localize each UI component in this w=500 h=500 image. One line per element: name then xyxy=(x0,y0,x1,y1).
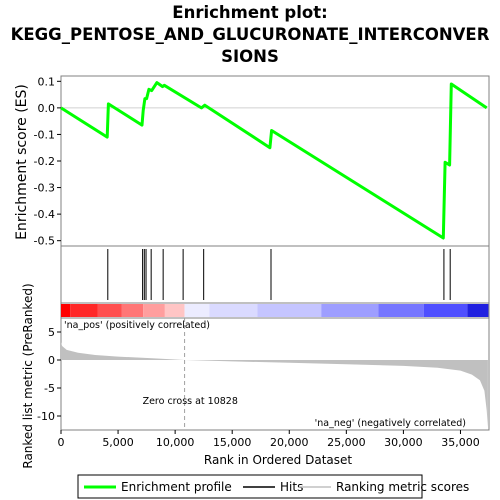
es-y-tick-label: -0.1 xyxy=(34,128,55,141)
colorbar-segment xyxy=(378,304,424,317)
metric-y-tick-label: 5 xyxy=(48,326,55,339)
enrichment-profile-line xyxy=(60,81,488,240)
neg-correlated-label: 'na_neg' (negatively correlated) xyxy=(315,418,466,429)
colorbar-segment xyxy=(184,304,210,317)
metric-x-tick-label: 30,000 xyxy=(384,436,423,449)
colorbar-panel xyxy=(60,302,490,319)
metric-y-axis-title: Ranked list metric (PreRanked) xyxy=(21,283,35,468)
metric-y-tick-label: 0 xyxy=(48,354,55,367)
es-y-tick-label: -0.3 xyxy=(34,182,55,195)
es-panel-frame xyxy=(60,75,490,247)
es-y-tick-label: 0.0 xyxy=(38,102,56,115)
metric-x-tick-label: 0 xyxy=(58,436,65,449)
metric-y-ticks: 5 0 -5 -10 xyxy=(37,326,61,423)
metric-x-axis-title: Rank in Ordered Dataset xyxy=(204,453,352,467)
legend: Enrichment profile Hits Ranking metric s… xyxy=(77,474,469,499)
metric-x-tick-label: 25,000 xyxy=(327,436,366,449)
colorbar-segment xyxy=(97,304,122,317)
metric-x-ticks: 0 5,000 10,000 15,000 20,000 25,000 30,000 35,0… xyxy=(58,430,480,449)
es-y-tick-label: 0.1 xyxy=(38,75,56,88)
plot-title-line-3: SIONS xyxy=(221,47,279,66)
metric-x-tick-label: 5,000 xyxy=(102,436,134,449)
metric-panel: 5 0 -5 -10 0 5,000 10,000 15,000 20,000 25,000 30… xyxy=(21,283,490,469)
hits-panel-frame xyxy=(60,245,490,304)
plot-title-line-1: Enrichment plot: xyxy=(172,3,328,22)
legend-label-ranking-metric-scores: Ranking metric scores xyxy=(336,480,469,494)
es-panel: 0.1 0.0 -0.1 -0.2 -0.3 -0.4 -0.5 Enrichment sc… xyxy=(14,75,490,248)
metric-x-tick-label: 20,000 xyxy=(270,436,309,449)
colorbar-segment xyxy=(423,304,468,317)
plot-title-line-2: KEGG_PENTOSE_AND_GLUCURONATE_INTERCONVER xyxy=(10,25,490,44)
colorbar-segment xyxy=(321,304,379,317)
colorbar-segment xyxy=(61,304,71,317)
es-y-tick-label: -0.4 xyxy=(34,208,55,221)
colorbar-segments xyxy=(61,304,489,317)
es-y-axis-title: Enrichment score (ES) xyxy=(14,84,30,240)
metric-panel-frame xyxy=(60,317,490,431)
zero-cross-label: Zero cross at 10828 xyxy=(143,396,238,407)
es-y-tick-label: -0.5 xyxy=(34,235,55,248)
colorbar-segment xyxy=(209,304,258,317)
metric-x-tick-label: 35,000 xyxy=(441,436,480,449)
legend-label-hits: Hits xyxy=(280,480,303,494)
colorbar-segment xyxy=(164,304,185,317)
metric-y-tick-label: -10 xyxy=(37,410,55,423)
colorbar-segment xyxy=(70,304,98,317)
metric-x-tick-label: 15,000 xyxy=(213,436,252,449)
legend-label-enrichment-profile: Enrichment profile xyxy=(121,480,232,494)
plot-title: Enrichment plot: KEGG_PENTOSE_AND_GLUCUR… xyxy=(0,2,500,68)
colorbar-segment xyxy=(467,304,489,317)
es-y-tick-label: -0.2 xyxy=(34,155,55,168)
hit-lines xyxy=(107,249,451,300)
colorbar-segment xyxy=(121,304,144,317)
hits-panel xyxy=(60,245,490,304)
ranking-metric-area xyxy=(61,342,488,428)
pos-correlated-label: 'na_pos' (positively correlated) xyxy=(64,320,210,331)
colorbar-segment xyxy=(257,304,322,317)
metric-x-tick-label: 10,000 xyxy=(156,436,195,449)
metric-y-tick-label: -5 xyxy=(44,382,55,395)
colorbar-segment xyxy=(143,304,165,317)
es-y-ticks: 0.1 0.0 -0.1 -0.2 -0.3 -0.4 -0.5 xyxy=(34,75,61,248)
